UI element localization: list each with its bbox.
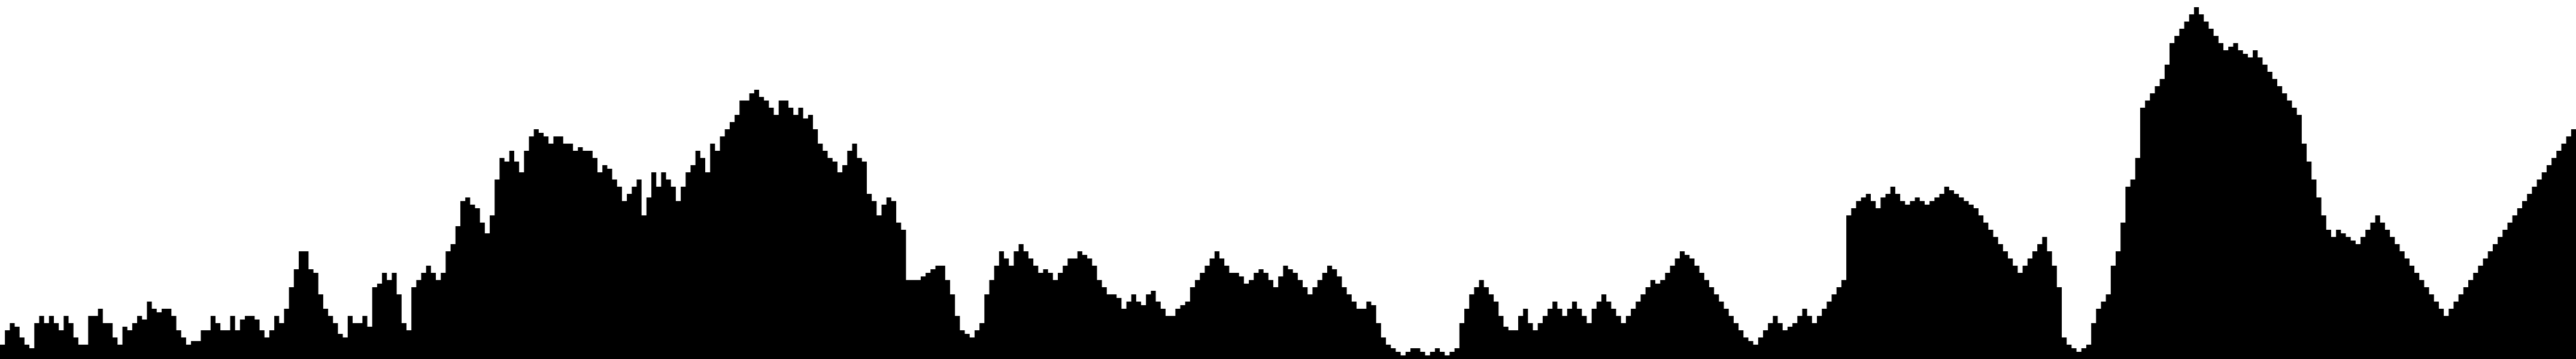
area-series-0 <box>0 7 2576 359</box>
plot-area <box>0 7 2576 359</box>
